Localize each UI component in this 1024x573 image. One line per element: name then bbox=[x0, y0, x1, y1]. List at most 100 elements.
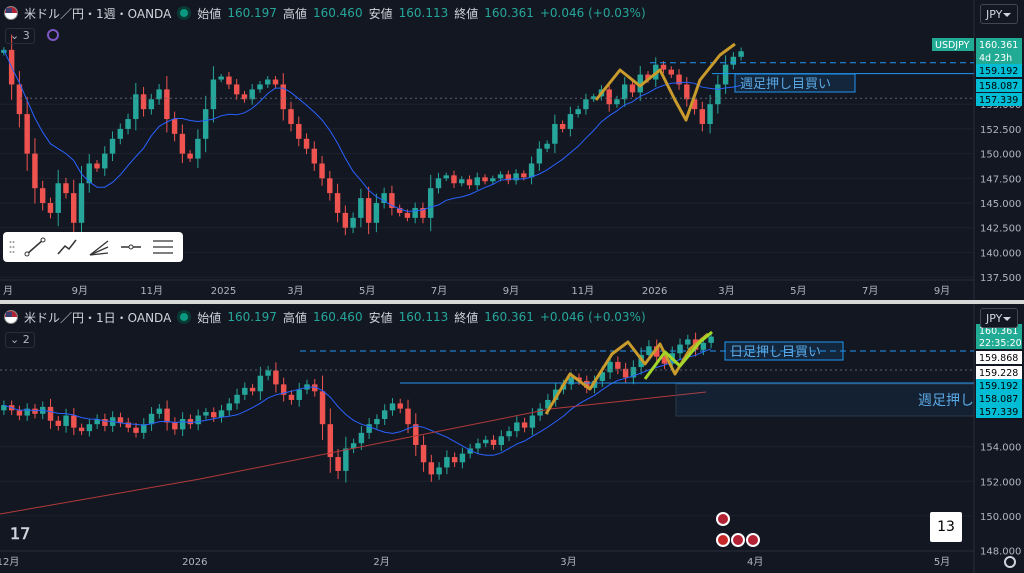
us-event-icon[interactable] bbox=[746, 533, 760, 547]
candle-body bbox=[606, 89, 612, 105]
page-badge[interactable]: 13 bbox=[930, 512, 962, 542]
currency-select[interactable]: JPY bbox=[980, 4, 1018, 24]
candle-body bbox=[373, 203, 380, 223]
low-label: 安値 bbox=[368, 6, 393, 21]
price-tag-label: 159.228 bbox=[979, 368, 1018, 379]
jp-event-icon[interactable] bbox=[716, 533, 730, 547]
low-label: 安値 bbox=[368, 310, 393, 325]
candle-body bbox=[552, 123, 558, 144]
candle-body bbox=[358, 432, 365, 444]
currency-select[interactable]: JPY bbox=[980, 308, 1018, 328]
open-value: 160.197 bbox=[227, 310, 277, 324]
candle-body bbox=[273, 370, 279, 385]
trend-line-icon[interactable] bbox=[23, 237, 47, 257]
daily-symbol[interactable]: 米ドル／円・1日・OANDA bbox=[24, 310, 172, 325]
x-tick-label: 11月 bbox=[140, 285, 163, 297]
candle-body bbox=[16, 84, 23, 115]
candle-body bbox=[584, 380, 590, 388]
candle-body bbox=[265, 79, 271, 85]
settings-gear-icon[interactable] bbox=[1004, 556, 1016, 568]
candle-body bbox=[172, 422, 178, 430]
candle-body bbox=[389, 193, 395, 208]
candle-body bbox=[24, 408, 30, 416]
price-tag-label: 158.087 bbox=[979, 81, 1018, 92]
candle-body bbox=[350, 443, 357, 449]
candle-body bbox=[505, 174, 512, 181]
candle-body bbox=[296, 123, 302, 139]
candle-body bbox=[327, 424, 334, 458]
candle-body bbox=[645, 74, 651, 80]
candle-body bbox=[78, 183, 85, 223]
candle-body bbox=[707, 104, 713, 124]
price-tag-label: 159.192 bbox=[979, 381, 1018, 392]
indicator-count: 3 bbox=[22, 29, 30, 42]
candle-body bbox=[148, 413, 155, 425]
candle-body bbox=[202, 109, 209, 139]
candle-body bbox=[615, 361, 621, 369]
candle-body bbox=[444, 457, 450, 468]
daily-legend: 米ドル／円・1日・OANDA 始値 160.197 高値 160.460 安値 160… bbox=[4, 308, 646, 326]
polyline-icon[interactable] bbox=[55, 237, 79, 257]
change-value: +0.046 (+0.03%) bbox=[539, 6, 646, 20]
candle-body bbox=[211, 412, 217, 418]
y-tick-label: 147.500 bbox=[980, 174, 1021, 185]
candle-body bbox=[590, 96, 597, 100]
close-label: 終値 bbox=[454, 310, 479, 325]
candle-body bbox=[537, 408, 543, 416]
weekly-chart-svg[interactable]: 155.000152.500150.000147.500145.000142.5… bbox=[0, 0, 1024, 300]
candle-body bbox=[86, 424, 93, 432]
indicators-toggle[interactable]: ⌄ 2 bbox=[5, 332, 35, 348]
us-event-icon[interactable] bbox=[731, 533, 745, 547]
candle-body bbox=[575, 109, 581, 115]
drag-handle-icon[interactable] bbox=[9, 239, 15, 255]
candle-body bbox=[288, 109, 294, 124]
close-value: 160.361 bbox=[484, 6, 534, 20]
candle-body bbox=[521, 173, 527, 178]
pane-divider[interactable] bbox=[0, 300, 1024, 304]
indicators-toggle[interactable]: ⌄ 3 bbox=[5, 28, 35, 44]
candle-body bbox=[599, 372, 606, 381]
fib-fan-icon[interactable] bbox=[87, 237, 111, 257]
candle-body bbox=[218, 410, 225, 418]
candle-body bbox=[653, 346, 660, 357]
x-tick-label: 11月 bbox=[571, 285, 594, 297]
candle-body bbox=[490, 178, 496, 182]
drawing-toolbar[interactable] bbox=[3, 232, 183, 262]
candle-body bbox=[358, 198, 364, 218]
candle-body bbox=[39, 188, 46, 204]
daily-chart-pane[interactable]: 154.000 152.000 150.000 148.000 12月 2026 2月 3月 4… bbox=[0, 304, 1024, 573]
zigzag-drawing-2 bbox=[643, 330, 713, 380]
moving-average-line bbox=[3, 49, 742, 212]
x-tick-label: 12月 bbox=[0, 556, 19, 568]
y-tick-label: 150.000 bbox=[980, 512, 1021, 523]
candle-body bbox=[528, 163, 535, 178]
weekly-symbol[interactable]: 米ドル／円・1週・OANDA bbox=[24, 6, 172, 21]
candle-body bbox=[94, 163, 100, 169]
candle-body bbox=[55, 183, 61, 213]
weekly-chart-pane[interactable]: 155.000152.500150.000147.500145.000142.5… bbox=[0, 0, 1024, 300]
horizontal-line-icon[interactable] bbox=[119, 237, 143, 257]
candle-body bbox=[32, 153, 38, 189]
daily-chart-svg[interactable]: 154.000 152.000 150.000 148.000 12月 2026 2月 3月 4… bbox=[0, 304, 1024, 573]
close-label: 終値 bbox=[454, 6, 479, 21]
indicator-count: 2 bbox=[22, 333, 30, 346]
candle-body bbox=[319, 391, 326, 425]
sync-icon[interactable] bbox=[46, 28, 60, 42]
parallel-lines-icon[interactable] bbox=[151, 237, 175, 257]
us-event-icon[interactable] bbox=[716, 512, 730, 526]
candle-body bbox=[78, 427, 85, 432]
candle-body bbox=[459, 179, 465, 184]
candle-body bbox=[148, 99, 155, 110]
y-tick-label: 142.500 bbox=[980, 224, 1021, 235]
candle-body bbox=[257, 84, 263, 90]
weekly-annotation: 週足押し bbox=[918, 393, 974, 409]
candle-body bbox=[474, 177, 480, 186]
candle-body bbox=[63, 415, 69, 426]
candle-body bbox=[55, 420, 62, 426]
candle-body bbox=[521, 422, 528, 428]
candle-body bbox=[545, 399, 551, 409]
candle-body bbox=[280, 384, 287, 395]
tradingview-logo[interactable]: 𝟣𝟩 bbox=[10, 524, 31, 543]
candle-body bbox=[257, 375, 264, 392]
candle-body bbox=[630, 367, 637, 378]
